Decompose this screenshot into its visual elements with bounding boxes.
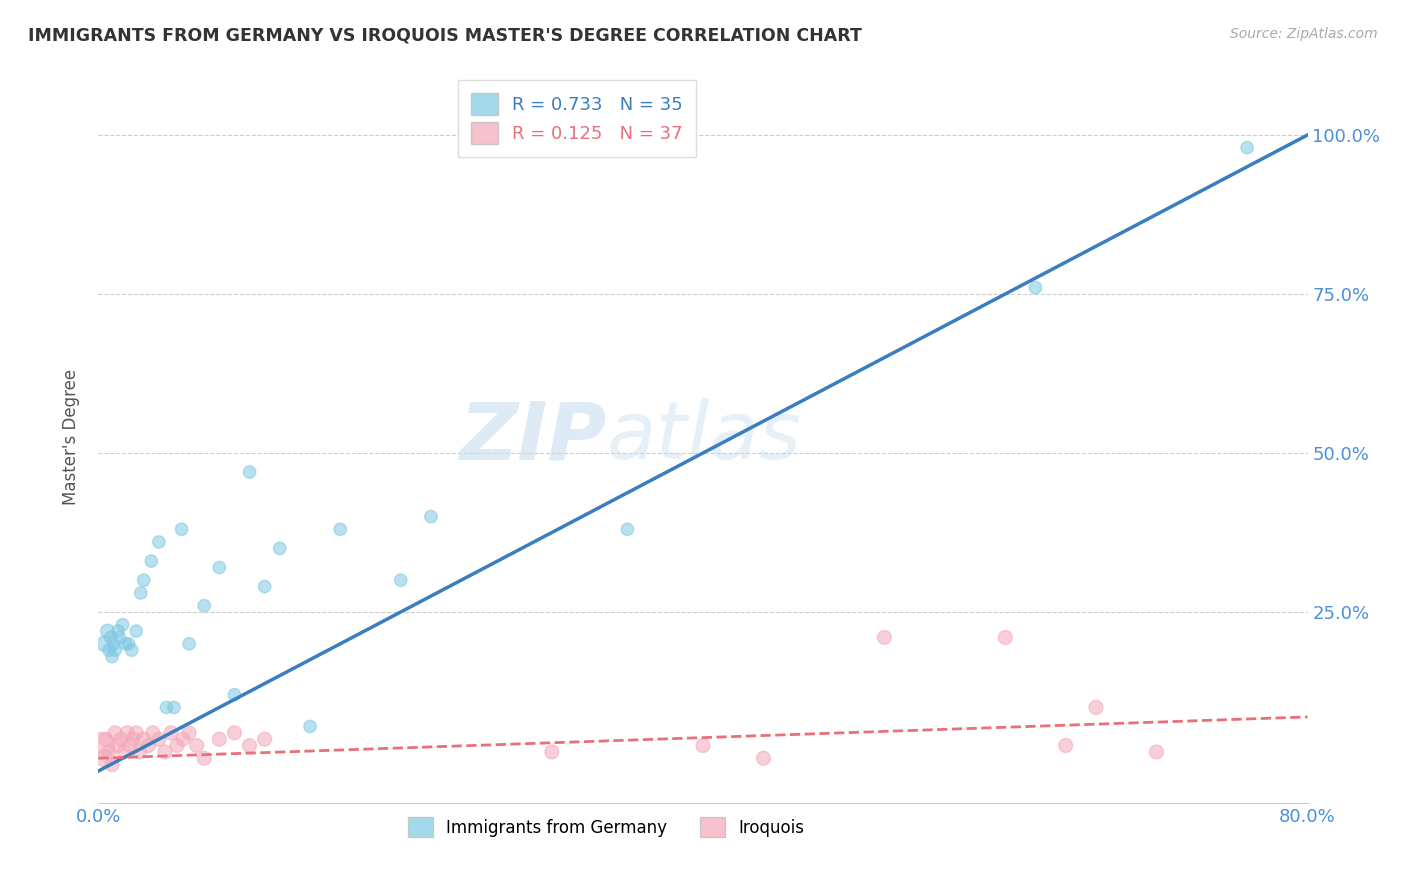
Point xyxy=(125,726,148,740)
Point xyxy=(616,522,638,536)
Point xyxy=(129,586,152,600)
Point xyxy=(239,465,262,479)
Point xyxy=(101,757,124,772)
Point xyxy=(93,637,115,651)
Point xyxy=(120,739,142,753)
Point xyxy=(94,732,117,747)
Point xyxy=(108,631,131,645)
Point xyxy=(253,580,276,594)
Text: Source: ZipAtlas.com: Source: ZipAtlas.com xyxy=(1230,27,1378,41)
Point xyxy=(193,599,215,613)
Point xyxy=(132,732,155,747)
Point xyxy=(118,637,141,651)
Point xyxy=(155,700,177,714)
Point xyxy=(1024,280,1046,294)
Point xyxy=(208,732,231,747)
Point xyxy=(136,739,159,753)
Point xyxy=(98,745,121,759)
Point xyxy=(193,751,215,765)
Point xyxy=(100,631,122,645)
Point xyxy=(873,631,896,645)
Text: ZIP: ZIP xyxy=(458,398,606,476)
Point xyxy=(122,732,145,747)
Point xyxy=(692,739,714,753)
Point xyxy=(170,522,193,536)
Point xyxy=(224,726,246,740)
Point xyxy=(540,745,562,759)
Point xyxy=(752,751,775,765)
Point xyxy=(420,509,443,524)
Point xyxy=(98,643,121,657)
Point xyxy=(142,726,165,740)
Text: atlas: atlas xyxy=(606,398,801,476)
Point xyxy=(1236,141,1258,155)
Point xyxy=(172,732,194,747)
Point xyxy=(148,732,170,747)
Point xyxy=(160,726,183,740)
Point xyxy=(389,573,412,587)
Point xyxy=(110,732,132,747)
Point xyxy=(103,637,125,651)
Point xyxy=(132,573,155,587)
Point xyxy=(299,719,322,733)
Point xyxy=(104,643,127,657)
Point xyxy=(166,739,188,753)
Point xyxy=(1144,745,1167,759)
Text: IMMIGRANTS FROM GERMANY VS IROQUOIS MASTER'S DEGREE CORRELATION CHART: IMMIGRANTS FROM GERMANY VS IROQUOIS MAST… xyxy=(28,27,862,45)
Point xyxy=(104,726,127,740)
Point xyxy=(253,732,276,747)
Point xyxy=(1085,700,1108,714)
Point xyxy=(141,554,163,568)
Point xyxy=(179,726,201,740)
Point xyxy=(269,541,291,556)
Point xyxy=(224,688,246,702)
Point xyxy=(112,745,135,759)
Point xyxy=(125,624,148,638)
Point xyxy=(114,637,136,651)
Point xyxy=(148,535,170,549)
Point xyxy=(239,739,262,753)
Point xyxy=(329,522,352,536)
Point xyxy=(93,751,115,765)
Point xyxy=(208,560,231,574)
Point xyxy=(179,637,201,651)
Point xyxy=(101,649,124,664)
Point xyxy=(96,624,118,638)
Point xyxy=(111,617,134,632)
Point xyxy=(1054,739,1077,753)
Point xyxy=(153,745,176,759)
Point xyxy=(121,643,143,657)
Point xyxy=(90,739,112,753)
Point xyxy=(128,745,150,759)
Point xyxy=(994,631,1017,645)
Point xyxy=(107,624,129,638)
Point xyxy=(186,739,208,753)
Point xyxy=(163,700,186,714)
Point xyxy=(115,726,138,740)
Y-axis label: Master's Degree: Master's Degree xyxy=(62,369,80,505)
Point xyxy=(107,739,129,753)
Legend: Immigrants from Germany, Iroquois: Immigrants from Germany, Iroquois xyxy=(399,809,813,846)
